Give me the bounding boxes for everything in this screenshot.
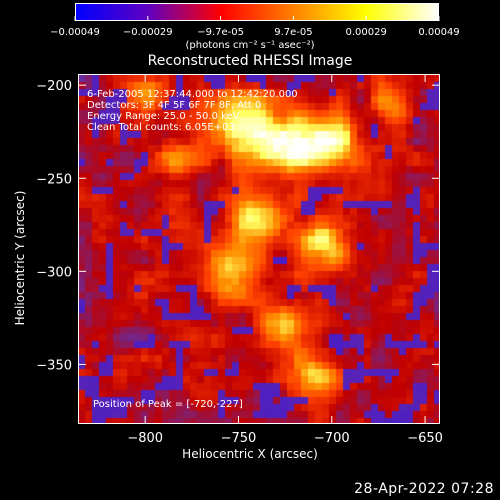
colorbar-tick-label: 0.00049 [418,27,459,38]
footer-date: 28-Apr-2022 07:28 [354,481,494,497]
x-tick-label: −650 [407,431,443,446]
colorbar-tick-label: −0.00049 [50,27,100,38]
colorbar-tick-label: 0.00029 [346,27,387,38]
overlay-time-range: 6-Feb-2005 12:37:44.000 to 12:42:20.000 [87,89,298,100]
colorbar-units-label: (photons cm⁻² s⁻¹ asec⁻²) [185,40,315,51]
y-tick-label: −250 [36,172,72,187]
x-tick-label: −800 [127,431,163,446]
colorbar-ticks: −0.00049 −0.00029 −9.7e-05 9.7e-05 0.00029 0.… [50,16,460,38]
colorbar-tick-label: −9.7e-05 [197,27,244,38]
x-axis-label: Heliocentric X (arcsec) [182,447,318,461]
chart-title: Reconstructed RHESSI Image [147,53,353,69]
y-tick-label: −200 [36,79,72,94]
y-tick-label: −350 [36,358,72,373]
colorbar [75,3,439,21]
overlay-total-counts: Clean Total counts: 6.05E+03 [87,122,235,133]
overlay-detectors: Detectors: 3F 4F 5F 6F 7F 8F, Att 0 [87,100,262,111]
image-frame: 6-Feb-2005 12:37:44.000 to 12:42:20.000 … [78,74,440,424]
colorbar-tick-label: 9.7e-05 [274,27,312,38]
overlay-peak-position: Position of Peak = [-720,-227] [93,399,243,410]
x-tick-label: −700 [314,431,350,446]
x-tick-label: −750 [221,431,257,446]
rhessi-heatmap [79,75,439,423]
colorbar-tick-label: −0.00029 [123,27,173,38]
overlay-energy-range: Energy Range: 25.0 - 50.0 keV [87,111,240,122]
y-axis-label: Heliocentric Y (arcsec) [13,190,27,326]
y-tick-label: −300 [36,265,72,280]
